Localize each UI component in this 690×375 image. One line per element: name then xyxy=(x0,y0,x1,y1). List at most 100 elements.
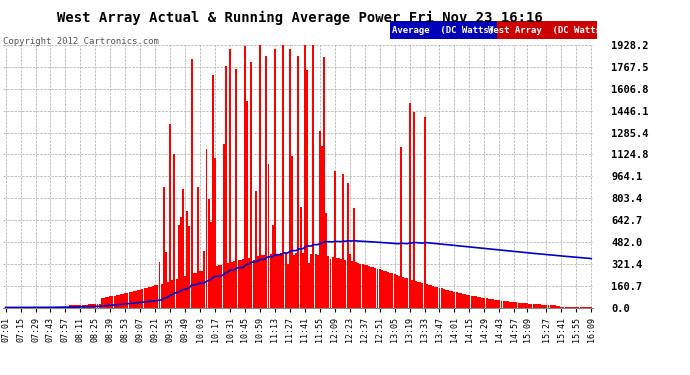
Bar xyxy=(52,307,54,308)
Bar xyxy=(167,282,169,308)
Bar xyxy=(308,263,310,308)
Text: West Array Actual & Running Average Power Fri Nov 23 16:16: West Array Actual & Running Average Powe… xyxy=(57,11,543,26)
Bar xyxy=(95,304,97,307)
Bar xyxy=(533,304,535,307)
Bar xyxy=(336,258,338,307)
Bar xyxy=(69,306,70,308)
Bar xyxy=(383,271,385,308)
Bar xyxy=(362,264,364,308)
Bar xyxy=(317,255,319,308)
Bar xyxy=(255,191,257,308)
Bar xyxy=(259,45,261,308)
Bar xyxy=(58,307,60,308)
Bar xyxy=(173,154,175,308)
Bar xyxy=(233,261,235,308)
Bar xyxy=(451,291,453,308)
Bar xyxy=(464,294,466,307)
Bar xyxy=(266,56,267,308)
Bar xyxy=(225,66,227,308)
Bar xyxy=(436,287,438,308)
Bar xyxy=(460,293,462,308)
Bar xyxy=(364,265,366,308)
Bar xyxy=(50,307,52,308)
Bar xyxy=(64,307,66,308)
Bar xyxy=(359,264,362,308)
Bar xyxy=(75,305,77,308)
Text: Average  (DC Watts): Average (DC Watts) xyxy=(392,26,495,35)
Bar xyxy=(139,290,141,308)
Bar xyxy=(159,262,161,308)
Bar xyxy=(169,124,171,308)
Bar xyxy=(422,283,424,308)
Bar xyxy=(295,253,297,308)
Bar xyxy=(490,299,492,307)
Bar xyxy=(441,288,442,308)
Bar xyxy=(114,296,116,307)
Bar xyxy=(334,171,336,308)
Bar xyxy=(428,285,430,308)
Bar xyxy=(338,258,340,308)
Bar xyxy=(120,294,122,307)
Bar xyxy=(103,297,105,307)
Bar xyxy=(562,307,564,308)
Bar xyxy=(408,103,411,308)
Bar xyxy=(79,305,81,308)
Bar xyxy=(190,59,193,308)
Bar xyxy=(479,297,481,307)
Bar xyxy=(184,276,186,308)
Bar xyxy=(511,302,513,307)
Bar xyxy=(250,63,253,308)
Bar xyxy=(529,304,530,307)
Bar xyxy=(340,259,342,308)
Bar xyxy=(357,263,359,308)
Bar xyxy=(237,260,239,308)
Bar xyxy=(171,280,173,308)
Bar xyxy=(175,279,177,308)
Bar xyxy=(344,260,346,308)
Text: West Array  (DC Watts): West Array (DC Watts) xyxy=(488,26,606,35)
Bar xyxy=(404,278,406,308)
Bar xyxy=(351,261,353,308)
Bar xyxy=(278,254,280,308)
Bar xyxy=(439,288,440,308)
Bar xyxy=(346,183,348,308)
Bar xyxy=(62,307,64,308)
Bar xyxy=(402,277,404,308)
Bar xyxy=(56,307,58,308)
Bar xyxy=(144,288,146,308)
Bar xyxy=(186,211,188,308)
Bar xyxy=(477,297,479,307)
Bar xyxy=(319,130,321,308)
Bar xyxy=(375,268,376,308)
Bar xyxy=(522,303,524,307)
Bar xyxy=(218,266,220,308)
Bar xyxy=(206,148,208,308)
Bar xyxy=(71,305,73,308)
Bar xyxy=(400,147,402,308)
Bar xyxy=(457,293,460,308)
Bar xyxy=(325,213,327,308)
Bar xyxy=(543,305,545,308)
Bar xyxy=(545,305,547,308)
Bar xyxy=(520,303,522,307)
Bar xyxy=(48,307,49,308)
Bar xyxy=(475,296,477,307)
Bar xyxy=(304,45,306,308)
Bar xyxy=(180,217,182,308)
Bar xyxy=(571,307,573,308)
Bar xyxy=(201,271,204,308)
Bar xyxy=(221,265,222,308)
Bar xyxy=(355,262,357,308)
Bar xyxy=(124,293,126,308)
Bar xyxy=(261,255,263,308)
Bar xyxy=(204,251,206,308)
Bar xyxy=(227,263,229,308)
Bar xyxy=(535,304,537,307)
Bar xyxy=(469,295,471,307)
Bar xyxy=(43,307,45,308)
Bar xyxy=(366,266,368,308)
Bar xyxy=(77,305,79,308)
Bar xyxy=(239,260,241,308)
Bar xyxy=(284,253,286,308)
Bar xyxy=(502,301,504,307)
